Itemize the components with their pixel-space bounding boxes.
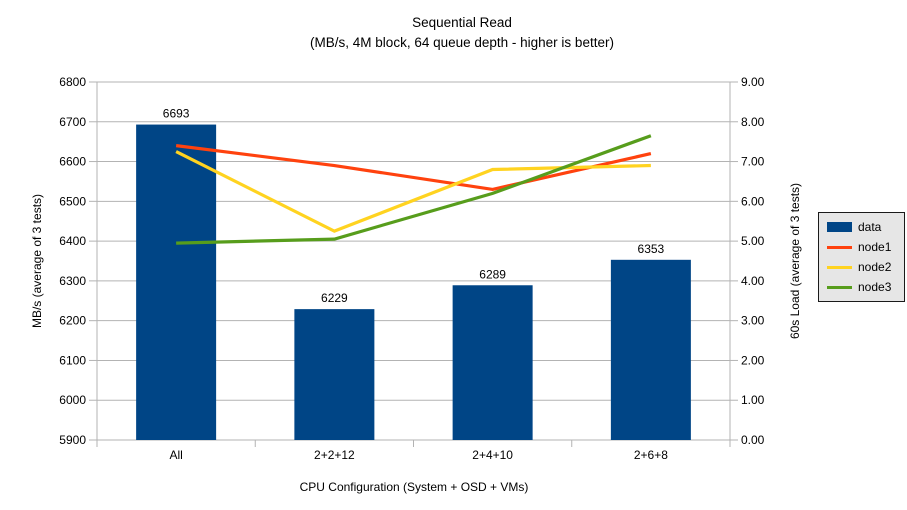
bar-value-label: 6353 xyxy=(638,242,665,256)
bar xyxy=(294,309,375,440)
x-axis-tick-label: 2+6+8 xyxy=(634,448,668,462)
y-axis-tick-label: 6300 xyxy=(59,274,86,288)
right-axis-title: 60s Load (average of 3 tests) xyxy=(788,182,802,340)
y2-axis-tick-label: 7.00 xyxy=(741,155,765,169)
legend: data node1 node2 node3 xyxy=(818,212,905,302)
x-axis-tick-label: All xyxy=(169,448,182,462)
series-node1-line xyxy=(175,144,652,192)
chart-title: Sequential Read xyxy=(412,15,512,30)
y-axis-tick-label: 6400 xyxy=(59,234,86,248)
y2-axis-tick-label: 3.00 xyxy=(741,314,765,328)
legend-item-data: data xyxy=(827,220,904,234)
legend-swatch-data xyxy=(827,222,852,232)
series-node2-line xyxy=(175,150,651,233)
y-axis-tick-label: 6100 xyxy=(59,353,86,367)
chart-titles: Sequential Read (MB/s, 4M block, 64 queu… xyxy=(310,13,614,53)
left-axis-title: MB/s (average of 3 tests) xyxy=(30,193,44,329)
y-axis-tick-label: 6700 xyxy=(59,115,86,129)
bar xyxy=(136,124,217,440)
legend-swatch-node1 xyxy=(827,245,852,249)
y-axis-tick-label: 6000 xyxy=(59,393,86,407)
legend-label-node1: node1 xyxy=(858,240,892,254)
y2-axis-tick-label: 5.00 xyxy=(741,234,765,248)
x-axis-title: CPU Configuration (System + OSD + VMs) xyxy=(299,480,529,494)
y-axis-tick-label: 6800 xyxy=(59,75,86,89)
y2-axis-tick-label: 6.00 xyxy=(741,194,765,208)
legend-item-node2: node2 xyxy=(827,260,904,274)
y2-axis-tick-label: 1.00 xyxy=(741,393,765,407)
x-axis-tick-label: 2+2+12 xyxy=(314,448,355,462)
bar xyxy=(610,259,691,440)
bar-value-label: 6229 xyxy=(321,291,348,305)
legend-swatch-node3 xyxy=(827,285,852,289)
bar xyxy=(452,285,533,440)
y-axis-tick-label: 6600 xyxy=(59,155,86,169)
legend-label-node2: node2 xyxy=(858,260,892,274)
y-axis-tick-label: 6500 xyxy=(59,194,86,208)
series-node3-line xyxy=(176,134,652,245)
y2-axis-tick-label: 2.00 xyxy=(741,353,765,367)
y2-axis-tick-label: 4.00 xyxy=(741,274,765,288)
y-axis-tick-label: 5900 xyxy=(59,433,86,447)
legend-label-data: data xyxy=(858,220,882,234)
y-axis-tick-label: 6200 xyxy=(59,314,86,328)
y2-axis-tick-label: 8.00 xyxy=(741,115,765,129)
chart-subtitle: (MB/s, 4M block, 64 queue depth - higher… xyxy=(310,35,614,50)
legend-item-node1: node1 xyxy=(827,240,904,254)
x-axis-tick-label: 2+4+10 xyxy=(472,448,513,462)
legend-swatch-node2 xyxy=(827,265,852,269)
bar-value-label: 6693 xyxy=(163,107,190,121)
y2-axis-tick-label: 9.00 xyxy=(741,75,765,89)
legend-label-node3: node3 xyxy=(858,280,892,294)
legend-item-node3: node3 xyxy=(827,280,904,294)
bar-value-label: 6289 xyxy=(479,267,506,281)
y2-axis-tick-label: 0.00 xyxy=(741,433,765,447)
